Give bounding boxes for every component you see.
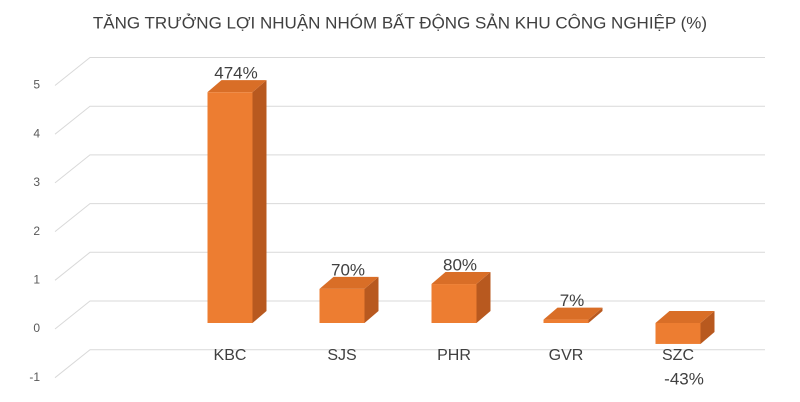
grid-line (54, 251, 765, 281)
bar-face (364, 276, 379, 323)
bar-front (431, 284, 477, 323)
bar-face (655, 311, 715, 323)
y-tick-label: 0 (33, 321, 40, 335)
bar-face (476, 272, 491, 323)
y-tick-label: 4 (33, 126, 40, 140)
x-tick-label: GVR (549, 347, 584, 364)
value-label: 474% (214, 64, 257, 83)
x-tick-label: SJS (327, 347, 356, 364)
grid-line (54, 349, 765, 379)
bar-face (543, 307, 603, 320)
y-tick-label: 3 (33, 175, 40, 189)
bar (543, 307, 603, 323)
bar (655, 311, 715, 344)
bar-face (207, 80, 267, 93)
grid-line (54, 203, 765, 232)
value-label: -43% (664, 369, 704, 388)
bar (207, 80, 267, 323)
y-tick-label: 5 (33, 78, 40, 92)
grid-line (54, 300, 765, 330)
y-tick-label: -1 (29, 370, 40, 384)
value-label: 7% (560, 291, 585, 310)
bar-front (207, 92, 253, 323)
value-label: 80% (443, 256, 477, 275)
x-tick-label: SZC (662, 347, 694, 364)
x-tick-label: PHR (437, 347, 471, 364)
bar-face (588, 307, 603, 323)
x-tick-label: KBC (214, 347, 247, 364)
chart-title: TĂNG TRƯỞNG LỢI NHUẬN NHÓM BẤT ĐỘNG SẢN … (93, 13, 707, 32)
grid-line (54, 57, 765, 86)
bar-front (319, 288, 365, 323)
bar-front (543, 319, 589, 323)
bar (319, 276, 379, 323)
bar-face (700, 311, 715, 344)
bar-face (252, 80, 267, 323)
y-tick-label: 1 (33, 272, 40, 286)
grid-line (54, 105, 765, 135)
bar (431, 272, 491, 323)
grid-line (54, 154, 765, 184)
y-tick-label: 2 (33, 224, 40, 238)
bar-face (431, 272, 491, 285)
bar-face (319, 276, 379, 289)
bar-front (655, 323, 701, 344)
value-label: 70% (331, 260, 365, 279)
